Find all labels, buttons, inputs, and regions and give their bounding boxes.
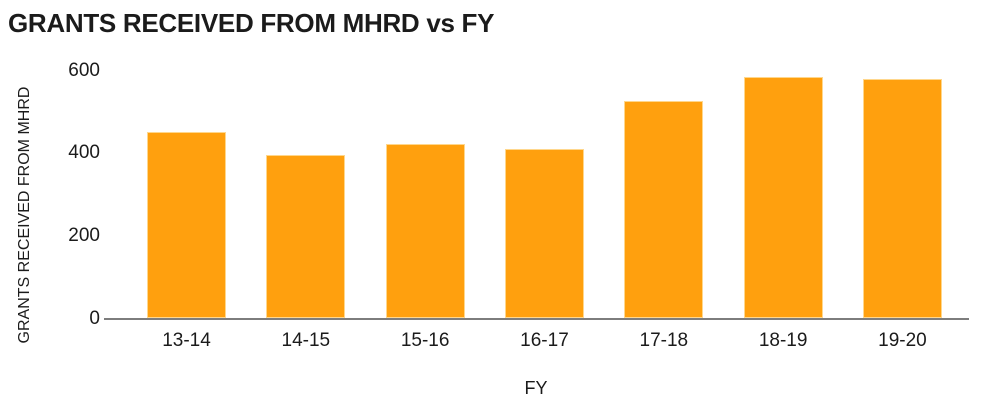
bar-15-16 bbox=[386, 143, 465, 318]
bar-19-20 bbox=[863, 79, 942, 318]
x-tick-label: 15-16 bbox=[400, 330, 450, 351]
y-tick-label: 600 bbox=[68, 59, 100, 81]
bar-14-15 bbox=[266, 154, 345, 318]
y-tick-label: 400 bbox=[68, 142, 100, 164]
chart-title: GRANTS RECEIVED FROM MHRD vs FY bbox=[8, 8, 495, 38]
bar-13-14 bbox=[147, 132, 226, 318]
x-axis-line bbox=[104, 317, 969, 320]
bar-16-17 bbox=[505, 148, 584, 318]
bar-18-19 bbox=[744, 77, 823, 318]
x-tick-label: 14-15 bbox=[281, 330, 331, 351]
x-tick-label: 17-18 bbox=[639, 330, 689, 351]
x-tick-label: 16-17 bbox=[520, 330, 569, 351]
x-axis-label: FY bbox=[524, 378, 548, 398]
bar-17-18 bbox=[624, 101, 703, 318]
y-axis-label: GRANTS RECEIVED FROM MHRD bbox=[16, 86, 33, 344]
x-tick-label: 13-14 bbox=[162, 330, 211, 351]
x-tick-label: 19-20 bbox=[878, 330, 927, 351]
y-tick-label: 0 bbox=[89, 307, 100, 329]
x-tick-label: 18-19 bbox=[758, 330, 808, 351]
y-tick-label: 200 bbox=[68, 224, 100, 246]
